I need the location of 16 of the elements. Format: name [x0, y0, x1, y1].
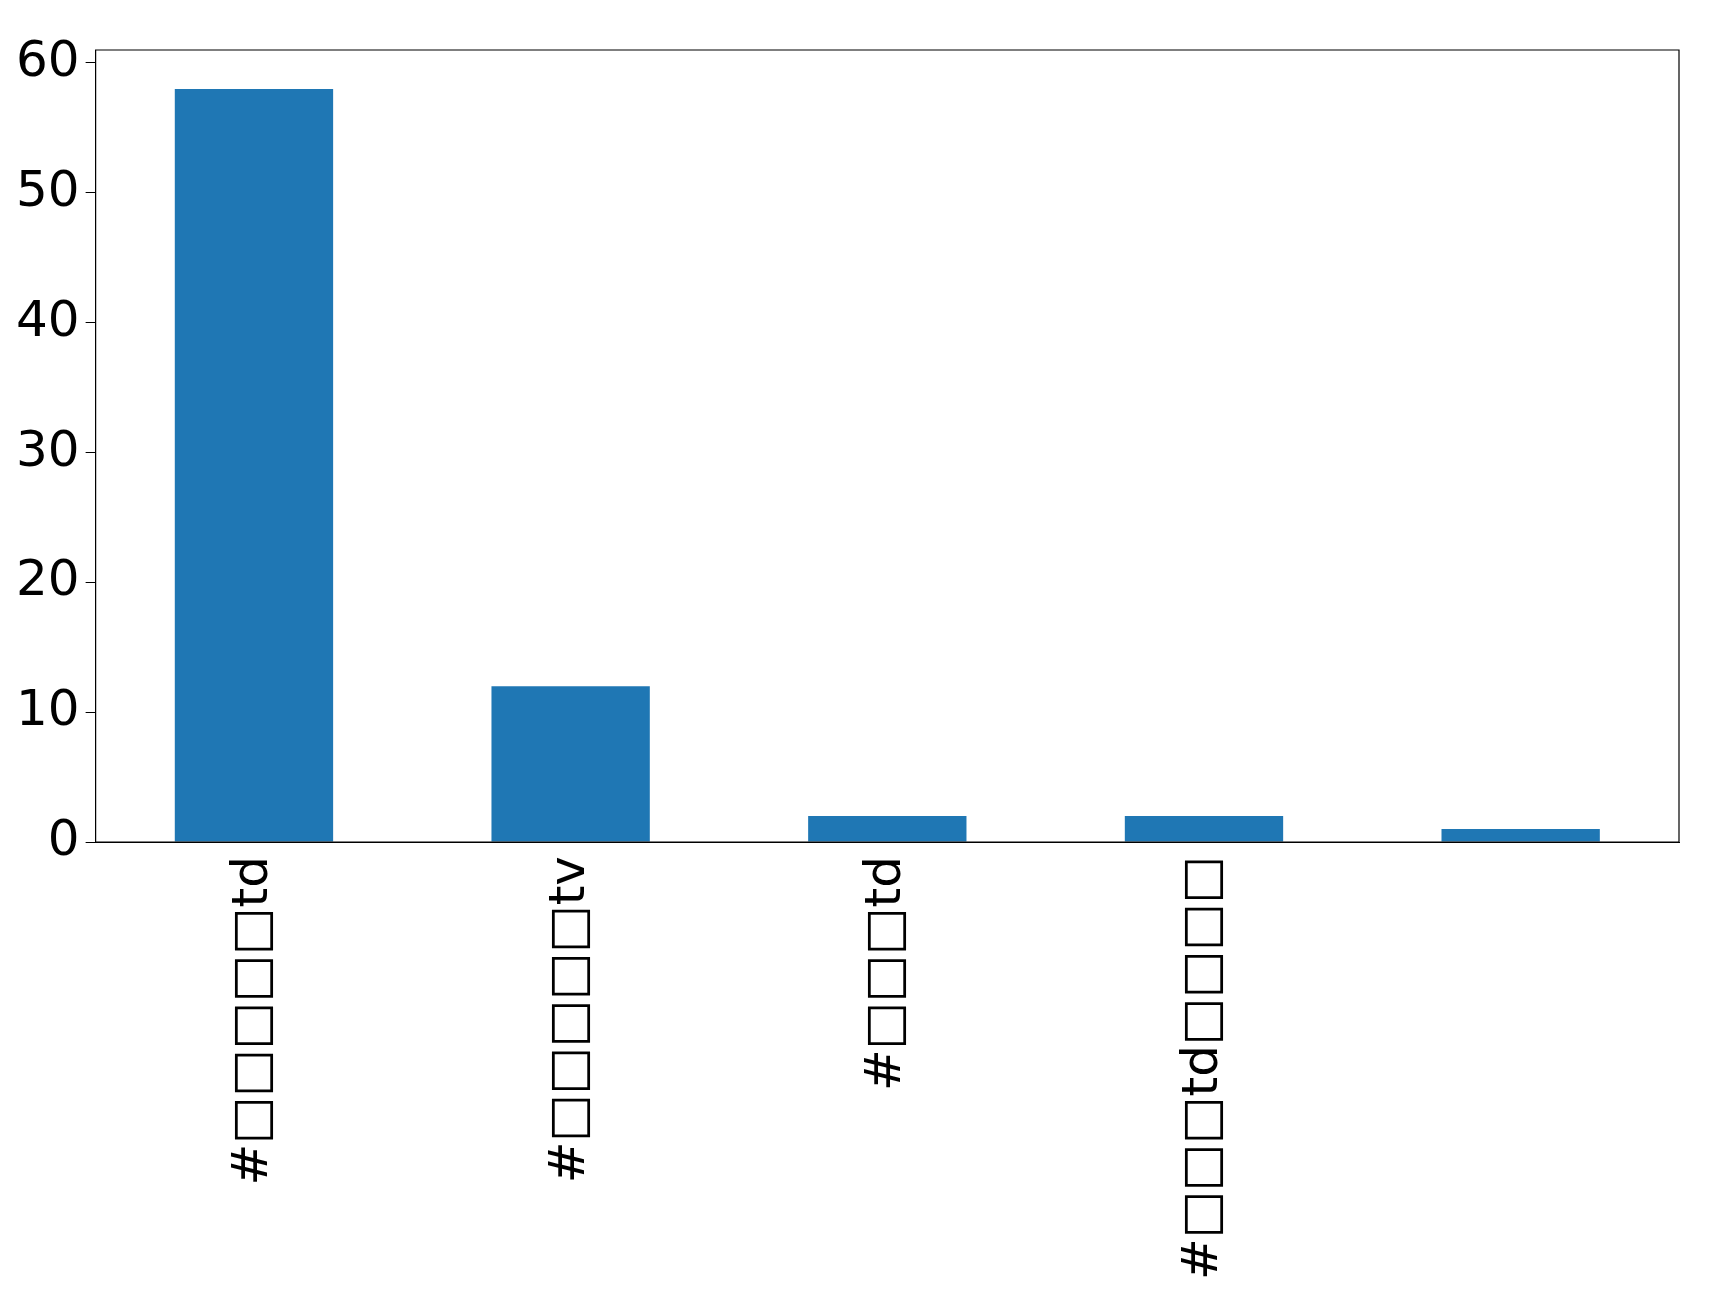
bar [808, 816, 967, 842]
x-tick-label: #□□□□□td [220, 856, 279, 1186]
y-tick-label: 30 [16, 419, 80, 478]
bar [1441, 829, 1600, 842]
y-tick-label: 60 [16, 29, 80, 88]
bar [1124, 816, 1284, 842]
y-tick-label: 10 [16, 679, 80, 738]
y-tick-label: 20 [16, 549, 80, 608]
y-tick-label: 50 [16, 159, 80, 218]
bar [491, 686, 650, 842]
x-tick-label: #□□□td [854, 856, 913, 1092]
x-tick-label: #□□□□□tv [537, 856, 596, 1184]
y-tick-label: 40 [16, 289, 80, 348]
bar [174, 88, 334, 842]
x-tick-label: #□□□td□□□□ [1170, 856, 1229, 1281]
y-tick-label: 0 [47, 809, 80, 868]
